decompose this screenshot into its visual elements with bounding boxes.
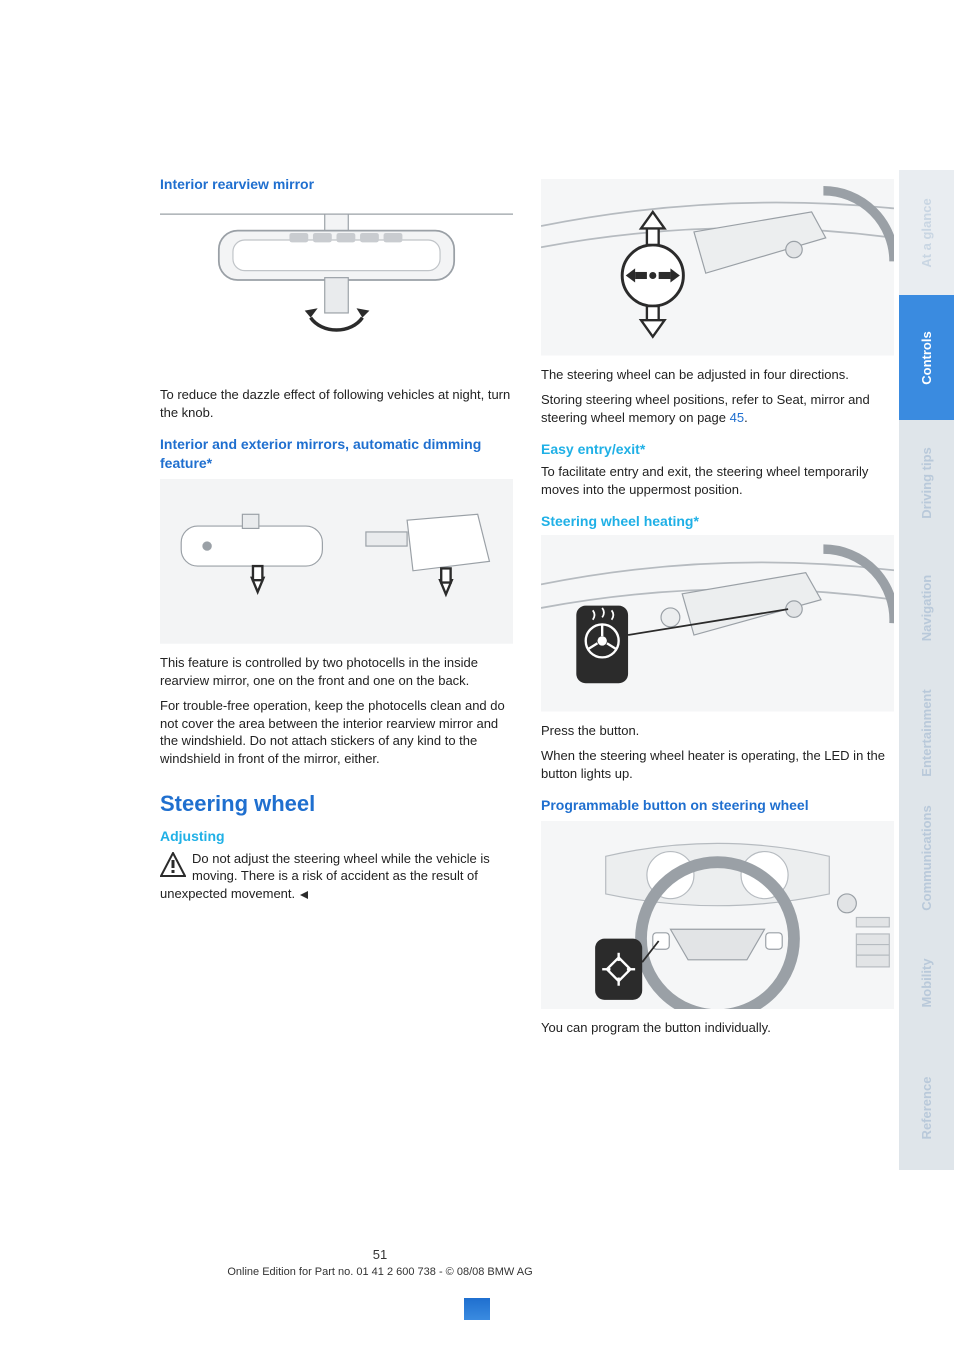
warning-block: Do not adjust the steering wheel while t…: [160, 850, 513, 905]
side-tab-reference[interactable]: Reference: [899, 1045, 954, 1170]
side-tab-controls[interactable]: Controls: [899, 295, 954, 420]
side-tab-label: Mobility: [918, 958, 936, 1007]
left-column: Interior rearview mirror: [40, 175, 513, 1045]
text-photocells: This feature is controlled by two photoc…: [160, 654, 513, 689]
side-tab-label: Controls: [918, 331, 936, 384]
side-tab-mobility[interactable]: Mobility: [899, 920, 954, 1045]
illustration-heating-button: [541, 535, 894, 712]
side-tab-label: Communications: [918, 805, 936, 910]
text-dazzle: To reduce the dazzle effect of following…: [160, 386, 513, 421]
subheading-adjusting: Adjusting: [160, 827, 513, 846]
link-page-45[interactable]: 45: [730, 410, 744, 425]
warning-text-body: Do not adjust the steering wheel while t…: [160, 851, 490, 901]
heading-auto-dimming: Interior and exterior mirrors, automatic…: [160, 435, 513, 473]
page-footer: 51 Online Edition for Part no. 01 41 2 6…: [0, 1246, 760, 1280]
text-easy-entry: To facilitate entry and exit, the steeri…: [541, 463, 894, 498]
illustration-photocells: [160, 479, 513, 644]
side-tab-communications[interactable]: Communications: [899, 795, 954, 920]
text-store-positions: Storing steering wheel positions, refer …: [541, 391, 894, 426]
side-tab-label: Entertainment: [918, 689, 936, 776]
end-marker-icon: [299, 887, 309, 905]
text-press-button: Press the button.: [541, 722, 894, 740]
side-tab-label: Driving tips: [918, 447, 936, 519]
side-tab-driving-tips[interactable]: Driving tips: [899, 420, 954, 545]
text-led-lights: When the steering wheel heater is operat…: [541, 747, 894, 782]
side-tab-label: Reference: [918, 1076, 936, 1139]
illustration-steering-adjust: [541, 179, 894, 356]
heading-interior-rearview: Interior rearview mirror: [160, 175, 513, 194]
side-tab-at-a-glance[interactable]: At a glance: [899, 170, 954, 295]
right-column: The steering wheel can be adjusted in fo…: [541, 175, 914, 1045]
side-tab-label: Navigation: [918, 574, 936, 640]
side-tabs: At a glance Controls Driving tips Navigatio…: [899, 170, 954, 1170]
page: Interior rearview mirror: [0, 0, 954, 1350]
content-columns: Interior rearview mirror: [40, 175, 914, 1045]
illustration-programmable: [541, 821, 894, 1009]
subheading-easy-entry: Easy entry/exit*: [541, 440, 894, 459]
side-tab-navigation[interactable]: Navigation: [899, 545, 954, 670]
text-four-directions: The steering wheel can be adjusted in fo…: [541, 366, 894, 384]
footer-accent-bar: [464, 1298, 490, 1320]
text-store-positions-a: Storing steering wheel positions, refer …: [541, 392, 870, 425]
heading-steering-wheel: Steering wheel: [160, 789, 513, 819]
warning-icon: [160, 852, 186, 878]
page-number: 51: [0, 1246, 760, 1264]
footer-line: Online Edition for Part no. 01 41 2 600 …: [227, 1266, 532, 1278]
illustration-rearview-mirror: [160, 200, 513, 377]
subheading-heating: Steering wheel heating*: [541, 512, 894, 531]
side-tab-label: At a glance: [918, 198, 936, 267]
heading-programmable: Programmable button on steering wheel: [541, 796, 894, 815]
text-program-individually: You can program the button individually.: [541, 1019, 894, 1037]
text-photocells-care: For trouble-free operation, keep the pho…: [160, 697, 513, 767]
side-tab-entertainment[interactable]: Entertainment: [899, 670, 954, 795]
text-store-positions-b: .: [744, 410, 748, 425]
warning-text: Do not adjust the steering wheel while t…: [160, 851, 490, 901]
